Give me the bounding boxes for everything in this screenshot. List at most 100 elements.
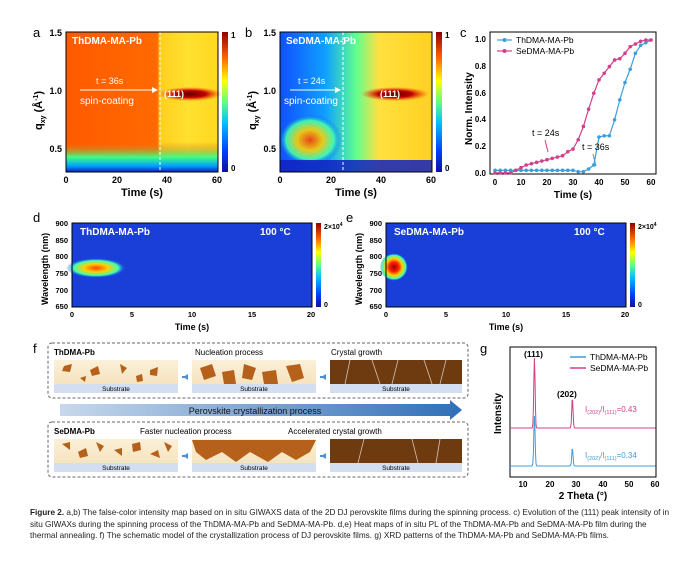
data-point (618, 98, 622, 102)
data-point (560, 153, 565, 158)
data-point (498, 168, 503, 173)
substrate-block (192, 463, 316, 472)
panel-letter: e (346, 210, 353, 225)
data-point (602, 71, 606, 76)
x-tick: 0 (277, 175, 282, 185)
data-point (498, 171, 503, 175)
peak-band-b (361, 87, 429, 101)
y-tick: 900 (55, 219, 68, 228)
colorbar-min: 0 (231, 164, 236, 173)
data-point (571, 147, 575, 151)
peak-label: (202) (557, 389, 577, 399)
data-point (503, 171, 508, 175)
data-point (508, 171, 513, 175)
peak-label: (111) (380, 89, 400, 99)
y-axis-label: qxy (Å-1) (32, 91, 47, 130)
data-point (550, 156, 554, 161)
y-tick: 0.5 (49, 144, 62, 154)
x-tick: 60 (212, 175, 222, 185)
peak-band-a (158, 87, 222, 101)
row-label: ThDMA-Pb (54, 348, 95, 357)
grain-boundaries (357, 438, 441, 464)
annotation-se: t = 24s (532, 128, 560, 138)
step-label: Crystal growth (331, 348, 382, 357)
data-point (524, 163, 528, 167)
x-tick: 60 (426, 175, 436, 185)
panel-b: b SeDMA-MA-Pb t = 24s spin-coating (111)… (245, 25, 450, 199)
data-point (581, 169, 586, 174)
data-point (519, 168, 523, 173)
data-point (649, 38, 653, 42)
data-point (514, 168, 518, 173)
map-title: SeDMA-MA-Pb (286, 36, 356, 47)
step-arrow-shaft (320, 455, 324, 457)
y-tick: 0.6 (475, 89, 487, 98)
data-point (607, 133, 612, 138)
x-tick: 0 (384, 310, 388, 319)
data-point (519, 165, 523, 170)
data-point (644, 38, 648, 42)
y-tick: 1.0 (263, 86, 276, 96)
process-arrow-label: Perovskite crystallization process (189, 406, 322, 416)
data-point (623, 80, 627, 85)
substrate-block (192, 384, 316, 393)
colorbar (630, 223, 635, 307)
annotation-arrow (592, 153, 597, 167)
x-tick: 40 (595, 178, 604, 187)
data-point (576, 169, 580, 174)
process-arrow (60, 400, 462, 420)
film-layer (54, 360, 178, 384)
figure-caption: Figure 2. a,b) The false-color intensity… (30, 507, 675, 542)
data-point (571, 168, 575, 173)
crystal-film (330, 439, 462, 463)
peak-label: (111) (164, 89, 184, 99)
data-point (618, 56, 622, 61)
data-point (508, 168, 513, 173)
colorbar-max: 2×104 (324, 222, 343, 231)
data-point (628, 44, 632, 49)
pl-emission-d (66, 258, 126, 278)
x-tick: 50 (621, 178, 630, 187)
legend-g: ThDMA-MA-Pb SeDMA-MA-Pb (570, 352, 648, 373)
x-tick: 0 (70, 310, 74, 319)
growing-crystals (200, 364, 304, 384)
x-tick: 10 (519, 480, 528, 489)
data-point (524, 168, 528, 173)
nuclei (62, 364, 158, 382)
colorbar (316, 223, 321, 307)
y-tick: 800 (55, 252, 68, 261)
substrate-block (54, 384, 178, 393)
data-point (592, 91, 596, 95)
data-point (566, 149, 570, 154)
data-point (503, 168, 508, 173)
substrate-block (330, 384, 462, 393)
colorbar-min: 0 (638, 302, 642, 309)
temperature-label: 100 °C (260, 227, 291, 238)
map-title: ThDMA-MA-Pb (80, 227, 150, 238)
y-tick: 1.0 (475, 35, 487, 44)
y-tick: 0.5 (263, 144, 276, 154)
y-axis-label: Wavelength (nm) (354, 233, 364, 305)
substrate-block (54, 463, 178, 472)
substrate-label: Substrate (382, 386, 410, 393)
y-tick: 750 (55, 269, 68, 278)
data-point (493, 168, 497, 173)
y-tick: 650 (55, 302, 68, 311)
data-point (493, 171, 497, 175)
line-plot-c (493, 38, 653, 175)
data-point (540, 159, 544, 163)
axis-frame (65, 31, 219, 173)
data-point (581, 124, 586, 129)
data-point (602, 133, 606, 138)
axis-frame (509, 346, 657, 478)
step-label: Faster nucleation process (140, 427, 232, 436)
step-label: Nucleation process (195, 348, 263, 357)
data-point (597, 135, 601, 139)
data-point (597, 78, 601, 82)
y-tick: 750 (369, 269, 382, 278)
y-axis-label: Intensity (493, 392, 504, 434)
colorbar-max: 1 (445, 31, 450, 40)
x-tick: 5 (444, 310, 448, 319)
data-point (545, 157, 549, 162)
pl-emission-e (380, 253, 408, 281)
